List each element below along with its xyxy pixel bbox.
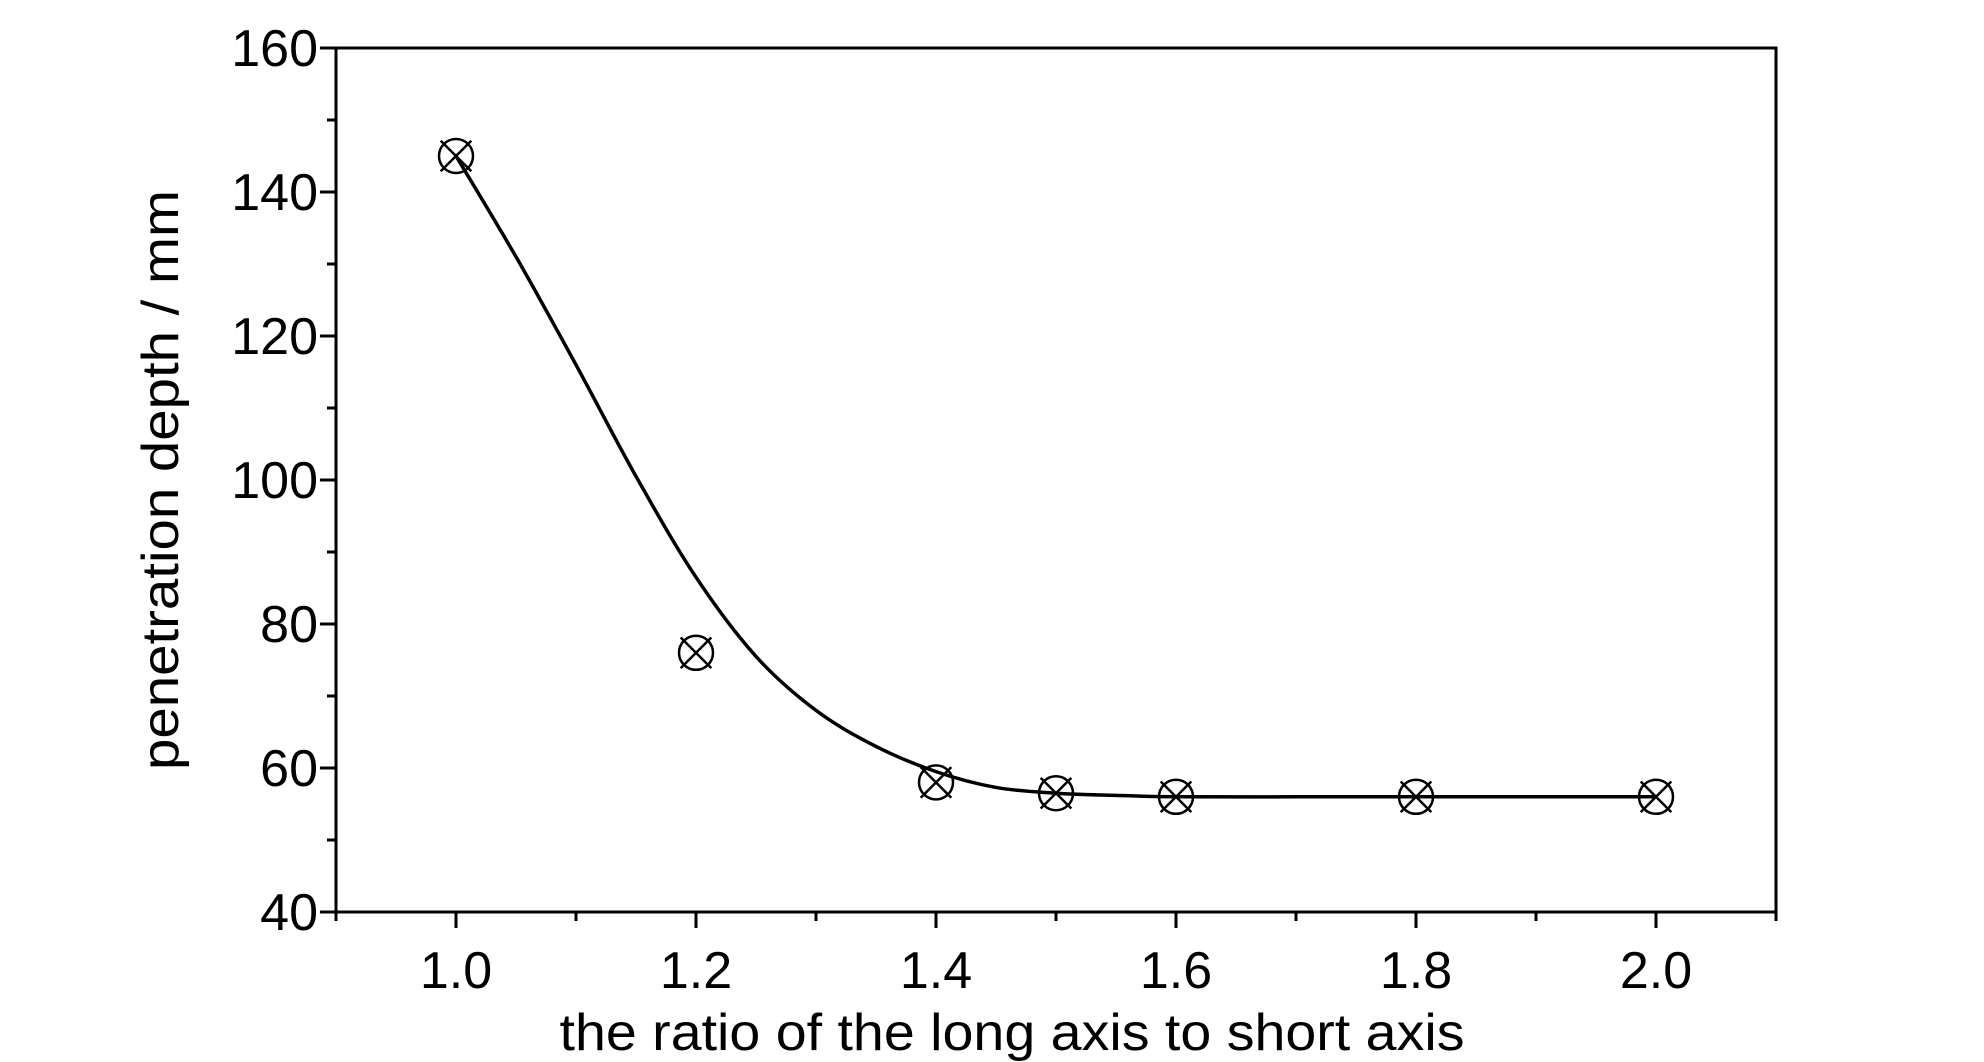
x-tick-label: 1.4	[900, 942, 972, 1000]
fit-curve	[454, 155, 1656, 799]
y-tick-label: 120	[231, 308, 318, 366]
x-tick-label: 1.2	[660, 942, 732, 1000]
data-point	[437, 137, 475, 175]
plot-frame	[334, 46, 1778, 914]
x-tick-label: 1.8	[1380, 942, 1452, 1000]
y-tick-label: 60	[260, 740, 318, 798]
y-tick-label: 80	[260, 596, 318, 654]
data-point	[677, 634, 715, 672]
x-axis: 1.0 1.2 1.4 1.6 1.8 2.0	[334, 912, 1778, 1000]
x-tick-label: 2.0	[1620, 942, 1692, 1000]
y-axis-title: penetration depth / mm	[132, 190, 190, 770]
data-point	[1157, 778, 1195, 816]
y-tick-label: 100	[231, 452, 318, 510]
x-axis-title: the ratio of the long axis to short axis	[560, 1004, 1465, 1062]
y-axis: 40 60 80 100 120 140 160	[231, 20, 336, 942]
data-markers	[437, 137, 1675, 816]
y-tick-label: 140	[231, 164, 318, 222]
data-point	[1397, 778, 1435, 816]
x-tick-label: 1.6	[1140, 942, 1212, 1000]
y-tick-label: 40	[260, 884, 318, 942]
x-tick-label: 1.0	[420, 942, 492, 1000]
data-point	[917, 764, 955, 801]
data-point	[1637, 778, 1675, 816]
data-point	[1037, 774, 1075, 812]
y-tick-label: 160	[231, 20, 318, 78]
